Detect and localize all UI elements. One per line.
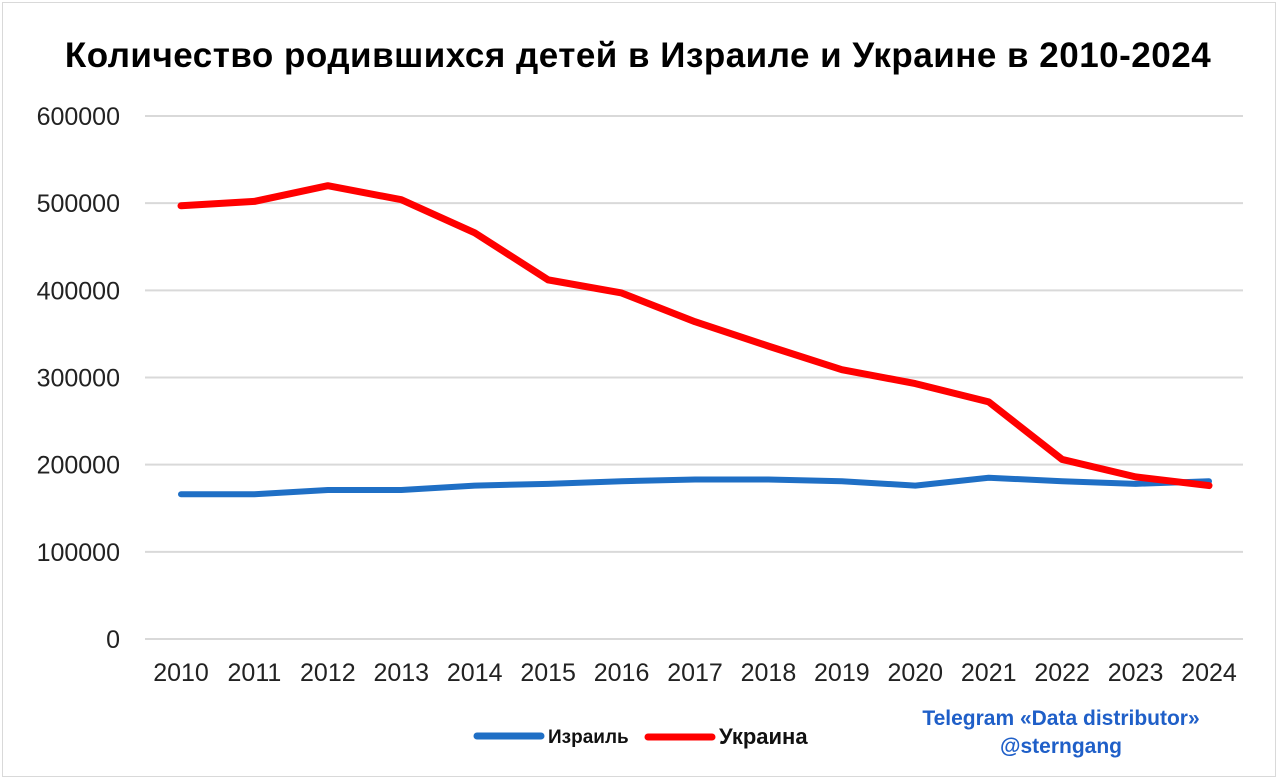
- y-tick-label: 100000: [37, 539, 120, 567]
- x-tick-label: 2010: [153, 659, 209, 687]
- x-tick-label: 2016: [594, 659, 650, 687]
- x-tick-label: 2011: [228, 659, 282, 687]
- legend-label: Израиль: [548, 727, 629, 748]
- chart-title: Количество родившихся детей в Израиле и …: [64, 36, 1212, 75]
- series-line-israel: [178, 474, 1212, 498]
- x-tick-label: 2022: [1034, 659, 1090, 687]
- y-tick-label: 400000: [37, 277, 120, 305]
- y-axis-ticks: 0 100000 200000 300000 400000 500000 600000: [37, 103, 120, 654]
- x-tick-label: 2024: [1181, 659, 1237, 687]
- x-tick-label: 2017: [667, 659, 723, 687]
- series-line-ukraine: [177, 182, 1213, 490]
- legend-label: Украина: [719, 724, 808, 749]
- x-tick-label: 2020: [887, 659, 943, 687]
- x-tick-label: 2019: [814, 659, 870, 687]
- x-tick-label: 2014: [447, 659, 503, 687]
- y-tick-label: 200000: [37, 452, 120, 480]
- gridlines: [145, 115, 1243, 640]
- credit-telegram: Telegram «Data distributor»: [922, 707, 1200, 730]
- x-tick-label: 2015: [520, 659, 576, 687]
- series-lines: [177, 182, 1213, 498]
- y-tick-label: 500000: [37, 190, 120, 218]
- legend: Израиль Украина: [473, 724, 808, 749]
- y-tick-label: 0: [106, 626, 120, 654]
- credit: Telegram «Data distributor» @sterngang: [866, 705, 1256, 761]
- x-tick-label: 2023: [1108, 659, 1164, 687]
- credit-handle: @sterngang: [1000, 735, 1122, 758]
- x-axis-ticks: 2010 2011 2012 2013 2014 2015 2016 2017 2018 2019…: [153, 659, 1237, 687]
- y-tick-label: 600000: [37, 103, 120, 131]
- y-tick-label: 300000: [37, 365, 120, 393]
- x-tick-label: 2021: [961, 659, 1017, 687]
- x-tick-label: 2012: [300, 659, 356, 687]
- x-tick-label: 2013: [373, 659, 429, 687]
- x-tick-label: 2018: [741, 659, 797, 687]
